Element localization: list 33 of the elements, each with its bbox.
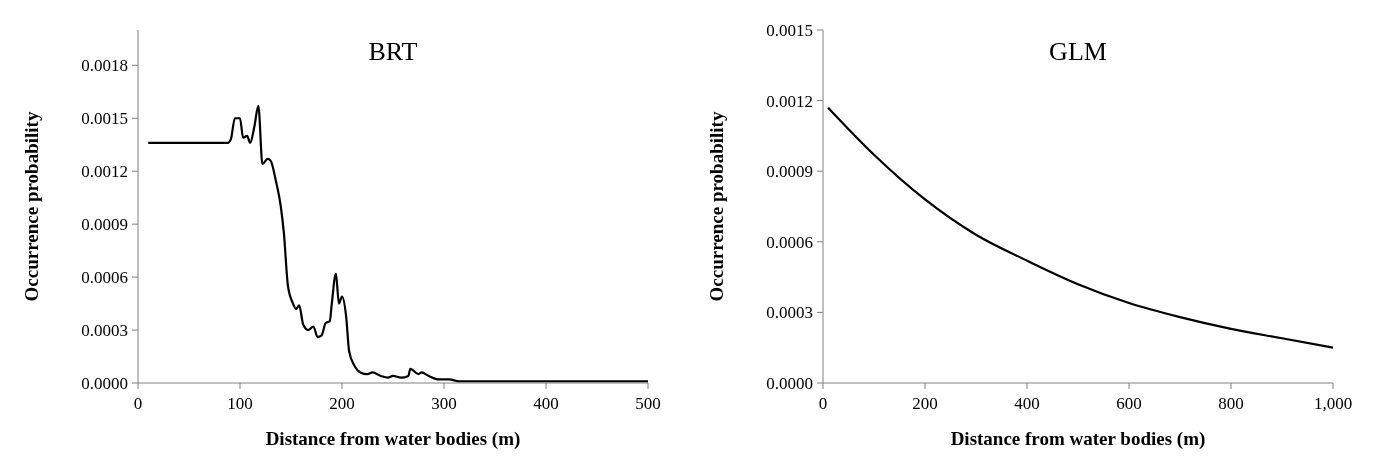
x-tick-label: 200 [329,394,355,413]
x-tick-label: 0 [818,394,828,413]
x-tick-label: 400 [533,394,559,413]
line-series [147,104,650,383]
x-tick-label: 400 [1014,394,1040,413]
y-tick-label: 0.0009 [81,215,128,235]
y-tick-label: 0.0006 [766,232,813,252]
chart-title: BRT [368,37,418,66]
y-tick-label: 0.0003 [81,321,128,340]
x-tick-label: 0 [133,394,143,413]
chart-title: GLM [1049,37,1107,66]
y-tick-label: 0.0015 [766,20,813,40]
y-tick-label: 0.0015 [81,109,128,129]
y-tick-label: 0.0003 [766,303,813,323]
line-series [827,106,1335,349]
y-tick-label: 0.0012 [766,91,813,111]
x-tick-label: 800 [1218,394,1244,413]
y-axis-title: Occurrence probability [706,111,727,302]
y-tick-label: 0.0018 [81,56,128,76]
y-tick-label: 0.0000 [766,373,813,393]
x-tick-label: 300 [431,394,457,413]
y-axis-title: Occurrence probability [21,111,42,302]
x-axis-title: Distance from water bodies (m) [265,428,521,450]
y-tick-label: 0.0000 [81,373,128,393]
y-tick-label: 0.0012 [81,162,128,182]
x-tick-label: 500 [635,394,661,413]
x-tick-label: 1,000 [1313,394,1353,413]
x-tick-label: 200 [912,394,938,413]
y-tick-label: 0.0006 [81,268,128,288]
x-axis-title: Distance from water bodies (m) [950,428,1206,450]
y-tick-label: 0.0009 [766,162,813,182]
x-tick-label: 100 [227,394,253,413]
x-tick-label: 600 [1116,394,1142,413]
